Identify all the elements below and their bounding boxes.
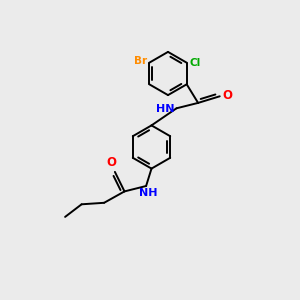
Text: Cl: Cl: [189, 58, 200, 68]
Text: Br: Br: [134, 56, 147, 66]
Text: NH: NH: [139, 188, 157, 198]
Text: O: O: [223, 89, 233, 102]
Text: HN: HN: [156, 104, 175, 114]
Text: O: O: [106, 156, 116, 169]
